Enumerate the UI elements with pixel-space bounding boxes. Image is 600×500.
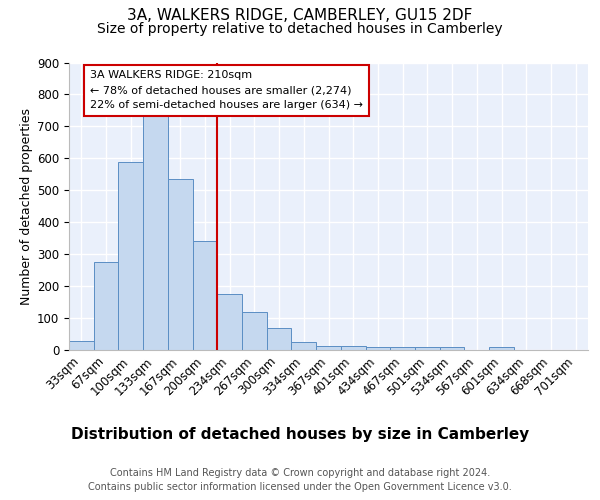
Bar xyxy=(143,114,168,350)
Bar xyxy=(242,312,267,350)
Bar xyxy=(193,242,217,350)
Bar xyxy=(341,346,365,350)
Text: 3A WALKERS RIDGE: 210sqm
← 78% of detached houses are smaller (2,274)
22% of sem: 3A WALKERS RIDGE: 210sqm ← 78% of detach… xyxy=(90,70,363,110)
Text: Distribution of detached houses by size in Camberley: Distribution of detached houses by size … xyxy=(71,428,529,442)
Bar xyxy=(365,347,390,350)
Bar xyxy=(415,347,440,350)
Bar xyxy=(489,347,514,350)
Bar xyxy=(316,346,341,350)
Text: Size of property relative to detached houses in Camberley: Size of property relative to detached ho… xyxy=(97,22,503,36)
Bar xyxy=(94,262,118,350)
Bar xyxy=(292,342,316,350)
Bar xyxy=(118,162,143,350)
Text: Contains HM Land Registry data © Crown copyright and database right 2024.
Contai: Contains HM Land Registry data © Crown c… xyxy=(88,468,512,492)
Bar xyxy=(440,347,464,350)
Bar xyxy=(217,294,242,350)
Bar xyxy=(390,347,415,350)
Bar xyxy=(267,328,292,350)
Y-axis label: Number of detached properties: Number of detached properties xyxy=(20,108,33,304)
Bar xyxy=(168,179,193,350)
Text: 3A, WALKERS RIDGE, CAMBERLEY, GU15 2DF: 3A, WALKERS RIDGE, CAMBERLEY, GU15 2DF xyxy=(127,8,473,22)
Bar xyxy=(69,342,94,350)
